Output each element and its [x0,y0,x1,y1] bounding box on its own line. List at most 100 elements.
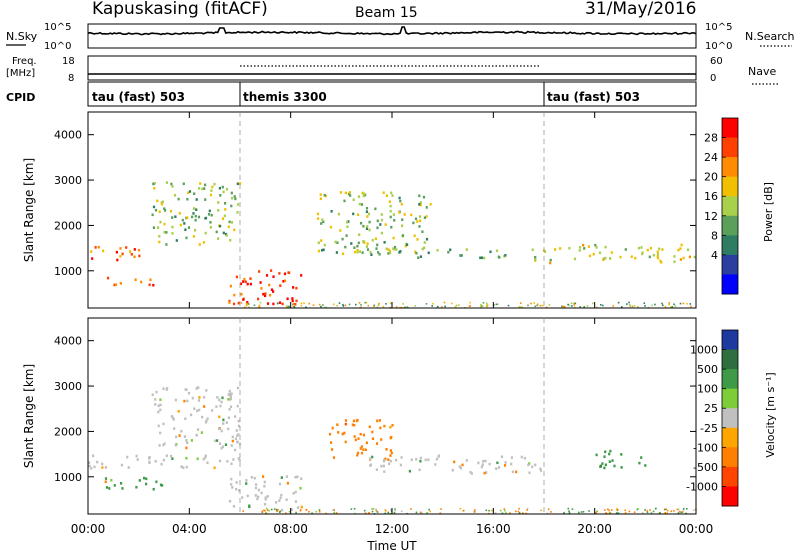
colorbar-segment [722,369,738,390]
heatmap-cell [659,511,661,514]
nsky-label: N.Sky [6,30,38,43]
heatmap-cell [292,303,295,305]
heatmap-cell [88,461,91,464]
heatmap-cell [170,182,173,186]
heatmap-cell [612,305,614,307]
x-tick-label: 00:00 [71,522,106,536]
heatmap-cell [678,510,681,513]
heatmap-cell [240,292,243,296]
heatmap-cell [419,203,422,207]
heatmap-cell [166,387,169,390]
heatmap-cell [347,220,350,223]
heatmap-cell [291,297,294,300]
heatmap-cell [162,443,165,447]
heatmap-cell [228,299,231,303]
heatmap-cell [629,305,632,308]
heatmap-cell [673,510,675,512]
heatmap-cell [469,470,472,474]
heatmap-cell [145,482,148,486]
heatmap-cell [221,445,224,449]
heatmap-cell [290,508,294,511]
heatmap-cell [654,303,656,306]
heatmap-cell [119,282,122,285]
heatmap-cell [368,511,370,514]
heatmap-cell [184,228,187,231]
heatmap-cell [174,443,177,447]
heatmap-cell [105,486,109,489]
heatmap-cell [429,510,431,513]
heatmap-cell [369,250,372,254]
heatmap-cell [279,284,282,287]
heatmap-cell [528,471,531,475]
heatmap-cell [285,498,288,501]
heatmap-cell [280,493,283,497]
heatmap-cell [380,213,383,216]
heatmap-cell [387,511,390,514]
heatmap-cell [187,391,191,395]
heatmap-cell [148,283,151,287]
heatmap-cell [214,439,217,443]
heatmap-cell [295,511,297,514]
heatmap-cell [159,403,162,407]
heatmap-cell [160,202,163,206]
heatmap-cell [488,462,491,466]
heatmap-cell [363,192,366,196]
beam-title: Beam 15 [355,5,418,21]
heatmap-cell [232,302,236,306]
heatmap-cell [637,508,639,510]
heatmap-cell [197,215,201,219]
heatmap-cell [199,182,202,185]
heatmap-cell [677,512,680,514]
heatmap-cell [184,417,187,420]
heatmap-cell [185,236,188,240]
heatmap-cell [233,195,236,198]
heatmap-cell [573,304,576,306]
colorbar-tick-label: 20 [704,171,718,184]
heatmap-cell [399,463,402,467]
heatmap-cell [299,486,302,490]
heatmap-cell [656,255,659,258]
heatmap-cell [356,453,359,457]
heatmap-cell [568,246,571,250]
heatmap-cell [281,508,284,512]
heatmap-cell [119,255,122,258]
heatmap-cell [382,464,385,468]
heatmap-cell [195,198,198,201]
heatmap-cell [563,511,565,514]
heatmap-cell [689,303,692,305]
heatmap-cell [608,512,611,514]
heatmap-cell [554,248,557,251]
heatmap-cell [462,510,465,512]
heatmap-cell [401,234,405,237]
heatmap-cell [418,194,421,198]
heatmap-cell [387,252,390,255]
heatmap-cell [230,477,233,481]
heatmap-cell [165,454,168,457]
heatmap-cell [388,249,391,253]
heatmap-cell [203,187,206,190]
heatmap-cell [531,248,534,252]
heatmap-cell [240,302,243,304]
heatmap-cell [418,203,421,206]
heatmap-cell [383,241,386,244]
colorbar-tick-label: 28 [704,132,718,145]
heatmap-cell [217,237,220,240]
heatmap-cell [480,256,484,260]
heatmap-cell [624,509,627,512]
heatmap-cell [192,235,195,238]
heatmap-cell [257,297,260,301]
heatmap-cell [572,302,575,305]
heatmap-cell [604,450,607,454]
heatmap-cell [258,306,260,308]
heatmap-cell [534,258,537,262]
heatmap-cell [263,480,266,484]
heatmap-cell [608,509,610,512]
heatmap-cell [318,510,321,513]
heatmap-cell [379,426,382,430]
heatmap-cell [110,478,113,482]
heatmap-cell [362,240,365,243]
heatmap-cell [158,235,161,238]
x-tick-label: 20:00 [577,522,612,536]
heatmap-cell [480,465,483,469]
heatmap-cell [191,215,194,219]
